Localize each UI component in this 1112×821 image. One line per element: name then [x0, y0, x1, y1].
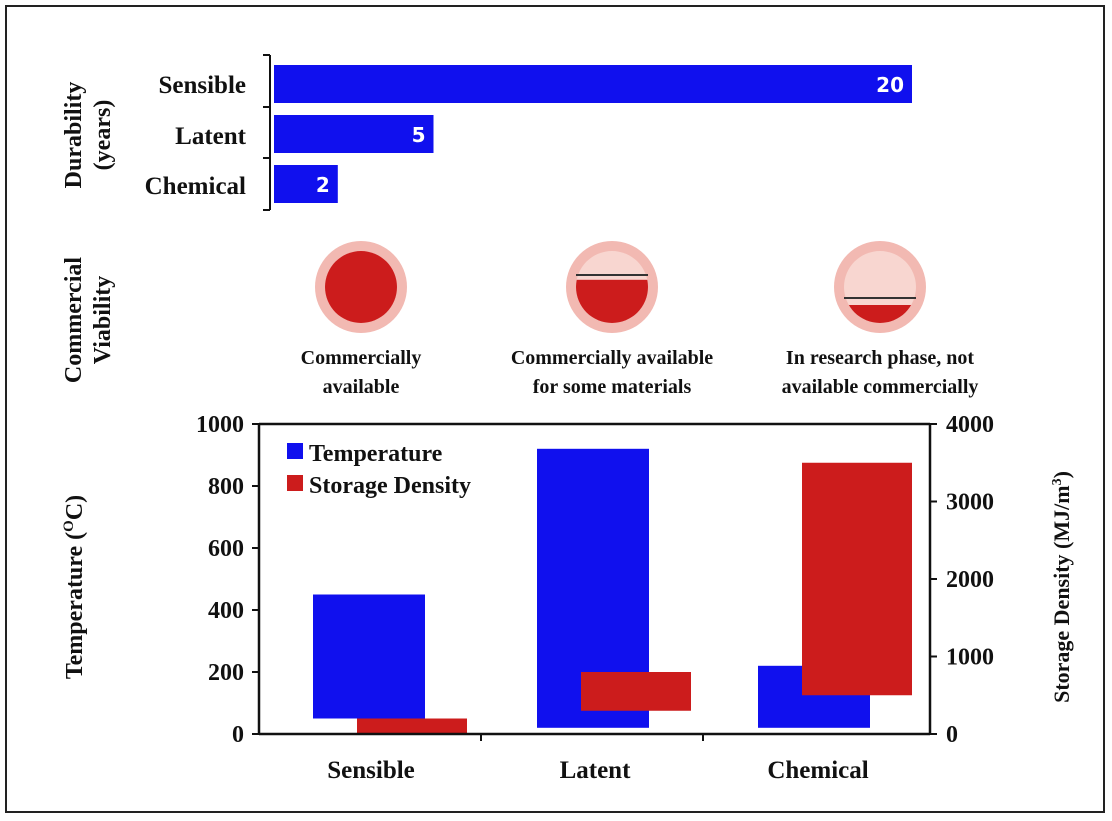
viability-indicator-1	[566, 241, 658, 333]
viability-indicator-0	[315, 241, 407, 333]
temperature-tick-label-3: 600	[208, 536, 244, 562]
temperature-tick-label-4: 800	[208, 474, 244, 500]
x-category-label-sensible: Sensible	[327, 757, 415, 784]
viability-caption-0-line2: available	[323, 376, 400, 398]
durability-ylabel-line1: Durability	[61, 82, 87, 189]
viability-ylabel-line1: Commercial	[61, 257, 87, 384]
storage-density-tick-label-3: 3000	[946, 490, 994, 516]
legend-swatch-temperature	[287, 443, 303, 459]
x-category-ticks: Sensible Latent Chemical	[327, 734, 869, 784]
temperature-axis-label: Temperature (OC)	[61, 495, 88, 679]
temperature-bar-sensible	[313, 594, 425, 719]
storage-density-tick-label-2: 2000	[946, 567, 994, 593]
storage-density-bar-chemical	[802, 462, 912, 696]
viability-caption-2-line1: In research phase, not	[786, 347, 975, 369]
legend: Temperature Storage Density	[287, 441, 471, 499]
durability-category-latent: Latent	[175, 123, 247, 150]
x-category-label-latent: Latent	[560, 757, 632, 784]
temperature-ticks: 0 200 400 600 800 1000	[196, 412, 259, 748]
durability-bar-chemical	[274, 165, 338, 203]
legend-label-storage-density: Storage Density	[309, 473, 471, 499]
temperature-tick-label-0: 0	[232, 722, 244, 748]
plot-frame	[257, 422, 932, 736]
durability-bracket	[263, 54, 271, 211]
temperature-tick-label-1: 200	[208, 660, 244, 686]
durability-bar-latent	[274, 115, 434, 153]
storage-density-bar-latent	[581, 672, 691, 711]
viability-caption-1-line2: for some materials	[533, 376, 692, 398]
durability-category-chemical: Chemical	[145, 173, 246, 200]
storage-density-axis-label: Storage Density (MJ/m3)	[1049, 471, 1074, 703]
storage-density-bars	[357, 462, 912, 734]
storage-density-ticks: 0 1000 2000 3000 4000	[930, 412, 994, 748]
storage-density-bar-sensible	[357, 718, 467, 734]
viability-indicator-2	[834, 241, 926, 333]
durability-value-label-0: 20	[876, 73, 904, 97]
storage-density-tick-label-1: 1000	[946, 645, 994, 671]
temperature-tick-label-2: 400	[208, 598, 244, 624]
durability-value-label-2: 2	[316, 173, 330, 197]
legend-swatch-storage-density	[287, 475, 303, 491]
viability-ylabel-line2: Viability	[90, 276, 116, 364]
x-category-label-chemical: Chemical	[767, 757, 868, 784]
durability-bar-sensible	[274, 65, 912, 103]
viability-caption-2-line2: available commercially	[782, 376, 979, 398]
temperature-tick-label-5: 1000	[196, 412, 244, 438]
durability-category-sensible: Sensible	[158, 72, 246, 99]
durability-value-label-1: 5	[412, 123, 426, 147]
storage-density-tick-label-0: 0	[946, 722, 958, 748]
legend-label-temperature: Temperature	[309, 441, 443, 467]
viability-caption-1-line1: Commercially available	[511, 347, 713, 369]
durability-ylabel-line2: (years)	[90, 100, 116, 171]
storage-density-tick-label-4: 4000	[946, 412, 994, 438]
viability-caption-0-line1: Commercially	[301, 347, 422, 369]
